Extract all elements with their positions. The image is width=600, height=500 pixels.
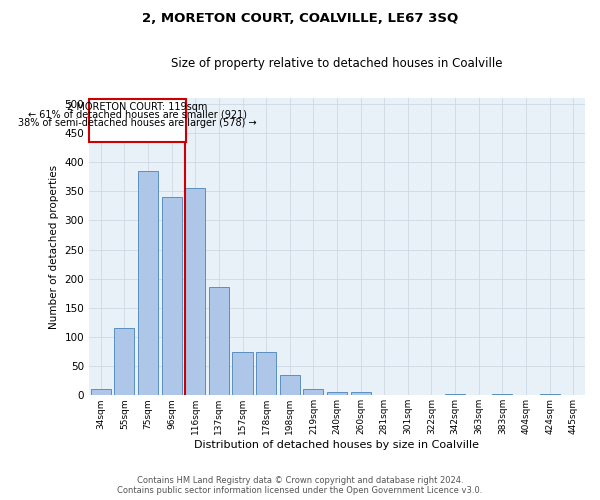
Bar [539,394,560,396]
Bar [280,375,300,396]
X-axis label: Distribution of detached houses by size in Coalville: Distribution of detached houses by size … [194,440,479,450]
Bar [209,288,229,396]
FancyBboxPatch shape [89,99,185,142]
Bar [138,171,158,396]
Bar [350,392,371,396]
Text: 38% of semi-detached houses are larger (578) →: 38% of semi-detached houses are larger (… [18,118,257,128]
Text: Contains HM Land Registry data © Crown copyright and database right 2024.
Contai: Contains HM Land Registry data © Crown c… [118,476,482,495]
Bar [304,390,323,396]
Bar [232,352,253,396]
Y-axis label: Number of detached properties: Number of detached properties [49,164,59,328]
Text: 2, MORETON COURT, COALVILLE, LE67 3SQ: 2, MORETON COURT, COALVILLE, LE67 3SQ [142,12,458,26]
Bar [161,197,182,396]
Bar [185,188,205,396]
Bar [327,392,347,396]
Bar [115,328,134,396]
Bar [492,394,512,396]
Bar [445,394,465,396]
Bar [256,352,276,396]
Text: 2 MORETON COURT: 119sqm: 2 MORETON COURT: 119sqm [67,102,208,112]
Title: Size of property relative to detached houses in Coalville: Size of property relative to detached ho… [171,58,503,70]
Bar [91,390,111,396]
Text: ← 61% of detached houses are smaller (921): ← 61% of detached houses are smaller (92… [28,110,247,120]
